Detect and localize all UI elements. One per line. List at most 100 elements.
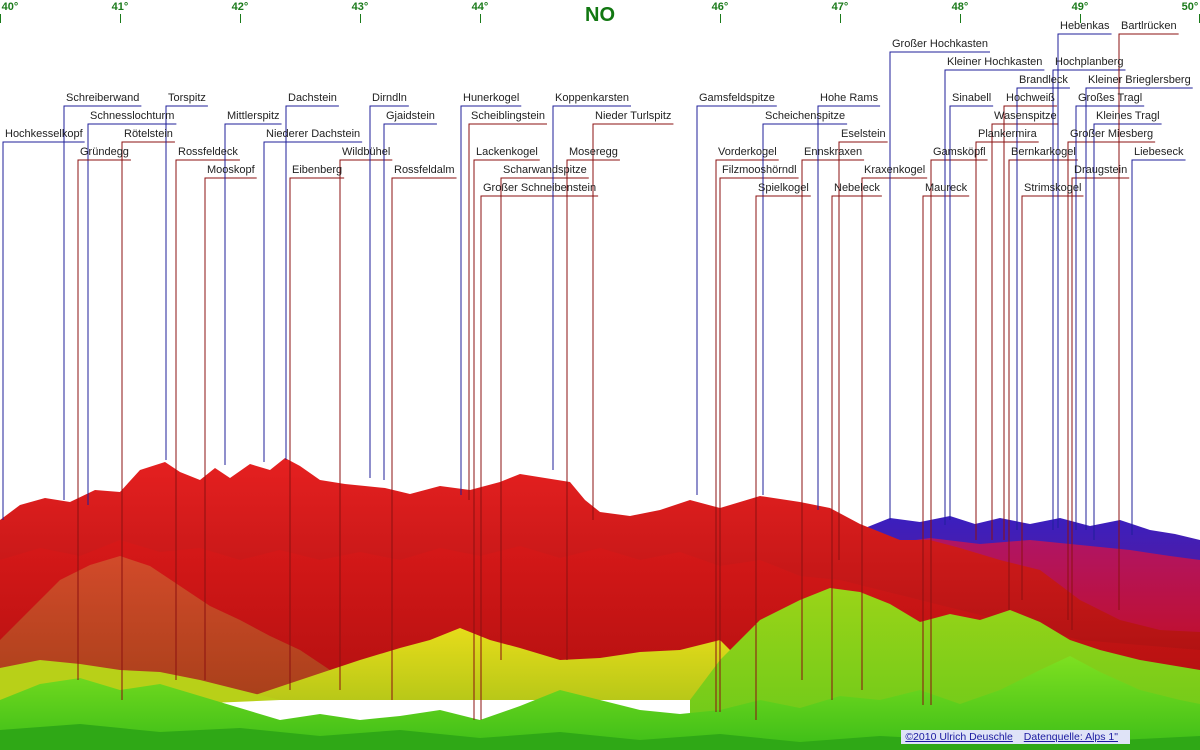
peak-label[interactable]: Großes Tragl [1078,92,1143,104]
peak-label[interactable]: Hochweiß [1006,92,1055,104]
peak-label[interactable]: Schreiberwand [66,92,140,104]
peak-label[interactable]: Kleiner Hochkasten [947,56,1043,68]
degree-tick [840,14,841,23]
peak-label[interactable]: Dirndln [372,92,407,104]
peak-leader-line [460,105,522,495]
peak-leader-line [930,159,988,705]
peak-label[interactable]: Scheiblingstein [471,110,545,122]
peak-leader-line [1093,123,1162,540]
peak-leader-line [165,105,208,460]
peak-leader-line [755,195,811,720]
peak-label[interactable]: Rossfeldeck [178,146,238,158]
peak-leader-line [1131,159,1186,535]
peak-leader-line [339,159,393,690]
peak-leader-line [949,105,994,520]
peak-label[interactable]: Eibenberg [292,164,343,176]
peak-label[interactable]: Mittlerspitz [227,110,280,122]
peak-leader-line [975,141,1039,540]
peak-leader-line [1052,69,1126,530]
peak-label[interactable]: Gamsfeldspitze [699,92,775,104]
peak-label[interactable]: Rossfeldalm [394,164,455,176]
peak-label[interactable]: Torspitz [168,92,206,104]
peak-label[interactable]: Gjaidstein [386,110,435,122]
peak-label[interactable]: Brandleck [1019,74,1068,86]
degree-label: 41° [111,1,129,13]
peak-label[interactable]: Mooskopf [207,164,255,176]
range-yellow [240,628,740,700]
peak-label[interactable]: Draugstein [1074,164,1128,176]
credit-author[interactable]: ©2010 Ulrich Deuschle [905,731,1013,743]
peak-label[interactable]: Strimskogel [1024,182,1082,194]
peak-label[interactable]: Rötelstein [124,128,173,140]
peak-label[interactable]: Koppenkarsten [555,92,629,104]
foreground-left-brown [0,556,330,700]
peak-label[interactable]: Eselstein [841,128,886,140]
peak-label[interactable]: Nieder Turlspitz [595,110,672,122]
peak-leader-line [1003,105,1057,540]
degree-label: 48° [951,1,969,13]
peak-label[interactable]: Kleiner Brieglersberg [1088,74,1191,86]
peak-label[interactable]: Kraxenkogel [864,164,926,176]
peak-leader-line [719,177,799,712]
peak-leader-line [817,105,881,510]
peak-label[interactable]: Plankermira [978,128,1037,140]
peak-leader-line [889,51,990,520]
peak-leader-line [1085,87,1193,530]
peak-label[interactable]: Filzmooshörndl [722,164,797,176]
peak-label[interactable]: Maureck [925,182,968,194]
peak-leader-line [285,105,339,460]
peak-label[interactable]: Gründegg [80,146,129,158]
peak-label[interactable]: Dachstein [288,92,337,104]
peak-label[interactable]: Wasenspitze [994,110,1057,122]
peak-label[interactable]: Hunerkogel [463,92,520,104]
peak-label[interactable]: Großer Schneibenstein [483,182,597,194]
peak-label[interactable]: Schnesslochturm [90,110,175,122]
peak-label[interactable]: Gamsköpfl [933,146,986,158]
peak-label[interactable]: Nebeleck [834,182,880,194]
peak-label[interactable]: Lackenkogel [476,146,538,158]
direction-label: NO [585,4,615,26]
peak-leader-line [991,123,1059,540]
peak-leader-line [715,159,779,712]
peak-leader-line [922,195,970,705]
peak-leader-line [696,105,777,495]
degree-tick [1080,14,1081,23]
peak-label[interactable]: Hochplanberg [1055,56,1124,68]
peak-leader-line [1067,141,1156,620]
degree-tick [0,14,1,23]
peak-leader-line [1071,177,1130,630]
peak-label[interactable]: Vorderkogel [718,146,777,158]
degree-label: 43° [351,1,369,13]
peak-label[interactable]: Großer Miesberg [1070,128,1154,140]
peak-leader-line [801,159,865,680]
peak-label[interactable]: Bartlrücken [1121,20,1177,32]
peak-label[interactable]: Liebeseck [1134,146,1184,158]
peak-leader-line [473,159,540,720]
peak-leader-line [77,159,131,680]
peak-leader-line [1021,195,1084,600]
peak-label[interactable]: Kleines Tragl [1096,110,1160,122]
peak-label[interactable]: Hochkesselkopf [5,128,83,140]
peak-label[interactable]: Wildbühel [342,146,391,158]
peak-leader-line [1118,33,1179,610]
peak-leader-line [2,141,85,520]
peak-label[interactable]: Scharwandspitze [503,164,587,176]
peak-label[interactable]: Scheichenspitze [765,110,846,122]
peak-leader-line [1008,159,1078,610]
peak-label[interactable]: Bernkarkogel [1011,146,1076,158]
peak-leader-line [263,141,363,462]
peak-label[interactable]: Hohe Rams [820,92,879,104]
peak-label[interactable]: Moseregg [569,146,618,158]
peak-label[interactable]: Sinabell [952,92,992,104]
peak-label[interactable]: Niederer Dachstein [266,128,361,140]
peak-leader-line [500,177,589,660]
peak-leader-line [175,159,240,680]
peak-label[interactable]: Spielkogel [758,182,809,194]
peak-leader-line [391,177,457,700]
peak-label[interactable]: Großer Hochkasten [892,38,988,50]
credit-source[interactable]: Datenquelle: Alps 1" [1023,731,1118,743]
peak-label[interactable]: Ennskraxen [804,146,863,158]
degree-tick [240,14,241,23]
peak-label[interactable]: Hebenkas [1060,20,1110,32]
peak-leader-line [1057,33,1112,528]
